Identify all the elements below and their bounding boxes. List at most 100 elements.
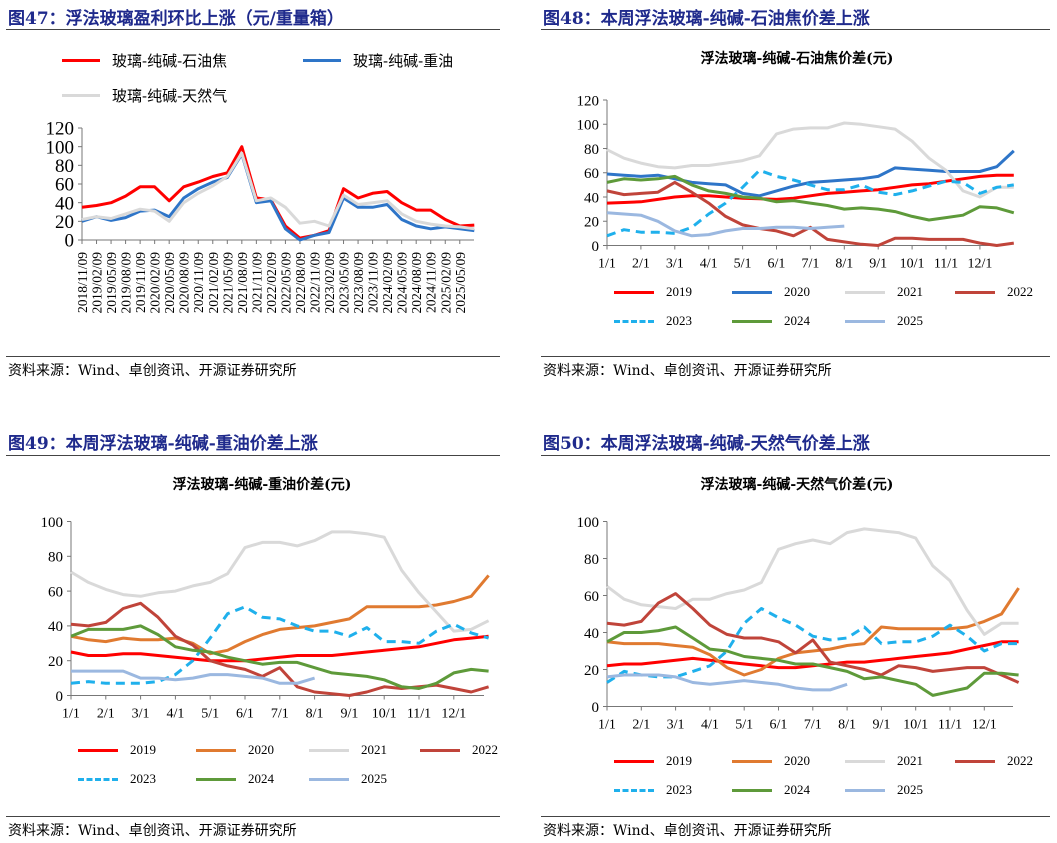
fig49-y-tick-label: 0 xyxy=(56,689,64,705)
divider xyxy=(541,356,1050,357)
legend-item: 2022 xyxy=(955,753,1033,769)
legend-item: 2023 xyxy=(78,771,156,787)
fig47-x-tick-label: 2025/05/09 xyxy=(453,252,468,314)
legend-swatch xyxy=(955,759,995,763)
legend-swatch xyxy=(732,759,772,763)
fig48-series-2021 xyxy=(606,121,1014,199)
fig48-y-tick-label: 60 xyxy=(584,166,599,182)
fig48-x-tick-label: 8/1 xyxy=(835,257,853,272)
legend-item: 2020 xyxy=(732,753,810,769)
fig50-x-tick-label: 4/1 xyxy=(701,718,719,733)
fig48-title: 图48：本周浮法玻璃-纯碱-石油焦价差上涨 xyxy=(543,9,870,29)
fig49-x-tick-label: 11/1 xyxy=(407,707,431,722)
fig47-x-tick-label: 2020/08/09 xyxy=(177,252,192,314)
fig50-y-tick-label: 100 xyxy=(577,515,600,531)
legend-label: 2024 xyxy=(248,771,274,786)
legend-label: 2020 xyxy=(784,753,810,768)
fig49-y-tick-label: 80 xyxy=(48,550,63,566)
fig48-series-2020 xyxy=(606,149,1015,198)
fig49-series-2020 xyxy=(70,574,490,656)
fig49-x-tick-label: 3/1 xyxy=(132,707,150,722)
legend-swatch xyxy=(420,748,460,752)
fig47-series-玻璃-纯碱-重油 xyxy=(81,152,475,242)
fig48-y-tick-label: 40 xyxy=(584,190,599,206)
fig50-x-tick-label: 2/1 xyxy=(632,718,650,733)
fig48-series-2022 xyxy=(606,180,1015,247)
fig50-x-tick-label: 6/1 xyxy=(770,718,788,733)
fig50-series-2019 xyxy=(606,640,1019,670)
fig49-series-2022 xyxy=(70,601,490,697)
legend-swatch xyxy=(196,777,236,781)
fig48-x-tick-label: 7/1 xyxy=(801,257,819,272)
fig49-y-tick-label: 100 xyxy=(41,515,64,531)
fig49-y-tick-label: 20 xyxy=(48,654,63,670)
legend-item: 2020 xyxy=(732,284,810,300)
legend-label: 2023 xyxy=(666,782,692,797)
fig47-x-tick-label: 2023/05/09 xyxy=(337,252,352,314)
fig48-x-tick-label: 4/1 xyxy=(700,257,718,272)
fig47-y-tick-label: 20 xyxy=(55,212,74,233)
legend-swatch xyxy=(614,759,654,763)
fig48-y-tick-label: 100 xyxy=(577,118,600,134)
legend-label: 2025 xyxy=(361,771,387,786)
legend-swatch xyxy=(62,94,100,97)
fig50-series-2024 xyxy=(606,625,1019,697)
legend-label: 玻璃-纯碱-重油 xyxy=(353,52,454,70)
fig47-y-tick-label: 0 xyxy=(65,231,75,252)
fig50-x-tick-label: 10/1 xyxy=(903,718,928,733)
fig49-series-2023 xyxy=(70,605,490,685)
legend-label: 2021 xyxy=(897,284,923,299)
legend-item: 玻璃-纯碱-重油 xyxy=(303,50,453,71)
legend-swatch xyxy=(732,290,772,294)
fig50-series-2025 xyxy=(606,673,848,692)
fig47-source: 资料来源：Wind、卓创资讯、开源证券研究所 xyxy=(8,363,297,379)
legend-item: 2024 xyxy=(732,313,810,329)
fig47-x-tick-label: 2019/11/09 xyxy=(133,252,148,313)
fig48-x-tick-label: 9/1 xyxy=(869,257,887,272)
fig49-source: 资料来源：Wind、卓创资讯、开源证券研究所 xyxy=(8,823,297,839)
legend-swatch xyxy=(614,290,654,294)
divider xyxy=(6,356,500,357)
fig47-x-tick-label: 2021/11/09 xyxy=(249,252,264,313)
legend-swatch xyxy=(309,748,349,752)
fig48-series-2024 xyxy=(606,174,1015,222)
divider xyxy=(6,29,500,30)
fig48-x-tick-label: 1/1 xyxy=(598,257,616,272)
fig50-y-tick-label: 80 xyxy=(584,552,599,568)
legend-swatch xyxy=(196,748,236,752)
fig48-source: 资料来源：Wind、卓创资讯、开源证券研究所 xyxy=(543,363,832,379)
legend-swatch xyxy=(62,59,100,62)
legend-item: 玻璃-纯碱-石油焦 xyxy=(62,50,227,71)
legend-swatch xyxy=(732,319,772,323)
fig50-x-tick-label: 3/1 xyxy=(667,718,685,733)
fig50-y-tick-label: 60 xyxy=(584,589,599,605)
legend-label: 2022 xyxy=(472,742,498,757)
legend-item: 2021 xyxy=(845,753,923,769)
fig47-x-tick-label: 2023/11/09 xyxy=(366,252,381,313)
fig49-x-tick-label: 7/1 xyxy=(271,707,289,722)
legend-item: 2025 xyxy=(845,313,923,329)
legend-swatch xyxy=(955,290,995,294)
fig47-x-tick-label: 2021/05/09 xyxy=(220,252,235,314)
fig48-y-tick-label: 20 xyxy=(584,215,599,231)
fig47-y-tick-label: 100 xyxy=(46,137,75,158)
fig47-x-tick-label: 2019/05/09 xyxy=(104,252,119,314)
fig50-series-2020 xyxy=(606,587,1020,677)
fig48-x-tick-label: 11/1 xyxy=(934,257,958,272)
fig49-series-2019 xyxy=(70,634,489,663)
legend-label: 2025 xyxy=(897,313,923,328)
fig49-y-tick-label: 60 xyxy=(48,584,63,600)
legend-label: 2024 xyxy=(784,313,810,328)
fig50-x-tick-label: 11/1 xyxy=(938,718,962,733)
fig49-x-tick-label: 5/1 xyxy=(201,707,219,722)
divider xyxy=(6,455,500,456)
legend-label: 玻璃-纯碱-石油焦 xyxy=(112,52,228,70)
fig48-y-tick-label: 0 xyxy=(592,239,600,255)
legend-swatch xyxy=(845,759,885,763)
fig49-x-tick-label: 8/1 xyxy=(306,707,324,722)
fig47-y-tick-label: 40 xyxy=(55,193,74,214)
fig50-y-tick-label: 40 xyxy=(584,626,599,642)
legend-item: 玻璃-纯碱-天然气 xyxy=(62,85,227,106)
fig47-x-tick-label: 2022/11/09 xyxy=(307,252,322,313)
fig50-y-tick-label: 0 xyxy=(592,700,600,716)
